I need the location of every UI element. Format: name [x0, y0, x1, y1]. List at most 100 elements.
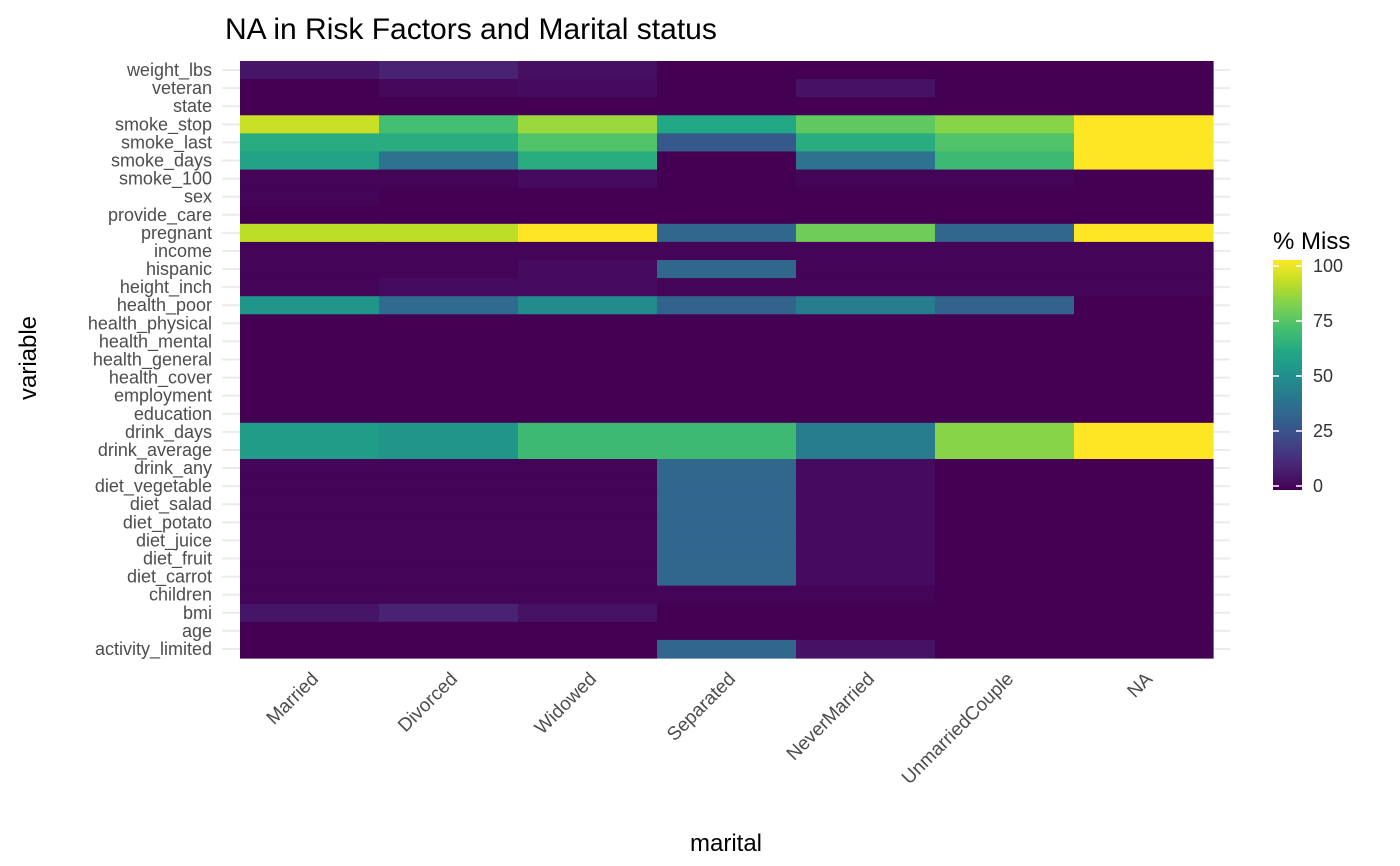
heatmap-cell [796, 332, 936, 352]
heatmap-cell [240, 404, 380, 424]
heatmap-cell [657, 151, 797, 171]
heatmap-cell [1074, 368, 1214, 388]
heatmap-cell [379, 531, 519, 551]
heatmap-cell [1074, 422, 1214, 442]
heatmap-cell [796, 440, 936, 460]
y-tick-label: health_cover [109, 368, 212, 389]
heatmap-cell [657, 223, 797, 243]
heatmap-cell [518, 314, 658, 333]
heatmap-cell [379, 97, 519, 116]
heatmap-cell [796, 115, 936, 134]
y-tick-label: height_inch [120, 277, 212, 298]
heatmap-cell [796, 404, 936, 424]
heatmap-cell [935, 386, 1075, 406]
heatmap-cell [796, 169, 936, 189]
heatmap-cell [796, 79, 936, 98]
heatmap-cell [657, 477, 797, 496]
heatmap-cell [518, 332, 658, 352]
heatmap-cell [240, 603, 380, 623]
heatmap-cell [1074, 386, 1214, 406]
heatmap-cell [935, 278, 1075, 297]
x-tick-label: Widowed [531, 669, 601, 739]
heatmap-cell [240, 133, 380, 153]
heatmap-cell [240, 621, 380, 641]
heatmap-cell [518, 621, 658, 641]
heatmap-cell [935, 332, 1075, 352]
heatmap-cell [796, 531, 936, 551]
heatmap-cell [1074, 61, 1214, 80]
heatmap-cell [240, 314, 380, 333]
legend-tick-label: 25 [1313, 421, 1333, 441]
heatmap-cell [796, 368, 936, 388]
heatmap-cell [379, 350, 519, 370]
heatmap-cell [518, 115, 658, 134]
heatmap-cell [240, 513, 380, 532]
heatmap-cell [657, 422, 797, 442]
heatmap-cell [379, 603, 519, 623]
heatmap-cell [796, 621, 936, 641]
heatmap-cell [240, 151, 380, 171]
heatmap-cell [379, 151, 519, 171]
heatmap-cell [518, 61, 658, 80]
x-tick-label: NA [1124, 668, 1158, 702]
y-tick-label: bmi [183, 603, 212, 623]
heatmap-cell [518, 549, 658, 569]
heatmap-cell [657, 603, 797, 623]
x-axis-title: marital [690, 830, 762, 857]
x-tick-label: Divorced [394, 669, 462, 737]
heatmap-cell [518, 223, 658, 243]
heatmap-cell [1074, 133, 1214, 153]
y-tick-label: age [182, 621, 212, 641]
heatmap-cell [657, 115, 797, 134]
heatmap-cell [796, 205, 936, 225]
heatmap-cell [796, 350, 936, 370]
heatmap-cell [796, 603, 936, 623]
heatmap-cell [1074, 296, 1214, 315]
heatmap-cell [518, 459, 658, 478]
heatmap-cell [935, 115, 1075, 134]
heatmap-cell [379, 205, 519, 225]
heatmap-cell [935, 61, 1075, 80]
y-tick-label: smoke_stop [115, 114, 212, 135]
y-tick-label: employment [114, 386, 212, 406]
heatmap-cell [379, 241, 519, 261]
heatmap-cell [1074, 603, 1214, 623]
heatmap-cell [657, 621, 797, 641]
heatmap-cell [657, 585, 797, 605]
heatmap-cell [518, 567, 658, 587]
heatmap-cell [240, 278, 380, 297]
heatmap-cell [379, 549, 519, 569]
heatmap-cell [379, 404, 519, 424]
heatmap-cell [657, 133, 797, 153]
heatmap-cell [518, 386, 658, 406]
heatmap-cell [240, 241, 380, 261]
heatmap-cell [518, 79, 658, 98]
heatmap-cell [935, 404, 1075, 424]
heatmap-cell [240, 205, 380, 225]
heatmap-cell [518, 639, 658, 659]
y-tick-label: pregnant [141, 223, 212, 243]
heatmap-cell [379, 440, 519, 460]
heatmap-cell [935, 223, 1075, 243]
heatmap-cell [1074, 79, 1214, 98]
heatmap-cell [657, 368, 797, 388]
heatmap-cell [379, 459, 519, 478]
heatmap-cell [796, 422, 936, 442]
heatmap-cell [379, 223, 519, 243]
heatmap-cell [518, 513, 658, 532]
heatmap-cell [518, 205, 658, 225]
heatmap-cell [1074, 440, 1214, 460]
heatmap-cell [935, 459, 1075, 478]
heatmap-cell [935, 513, 1075, 532]
heatmap-cell [240, 440, 380, 460]
heatmap-cell [240, 585, 380, 605]
heatmap-cell [1074, 260, 1214, 279]
heatmap-cell [935, 79, 1075, 98]
heatmap-cell [240, 368, 380, 388]
heatmap-cell [1074, 241, 1214, 261]
y-tick-label: children [149, 585, 212, 605]
heatmap-cell [240, 115, 380, 134]
y-tick-label: health_physical [88, 313, 212, 334]
heatmap-cell [935, 314, 1075, 333]
heatmap-cell [657, 567, 797, 587]
